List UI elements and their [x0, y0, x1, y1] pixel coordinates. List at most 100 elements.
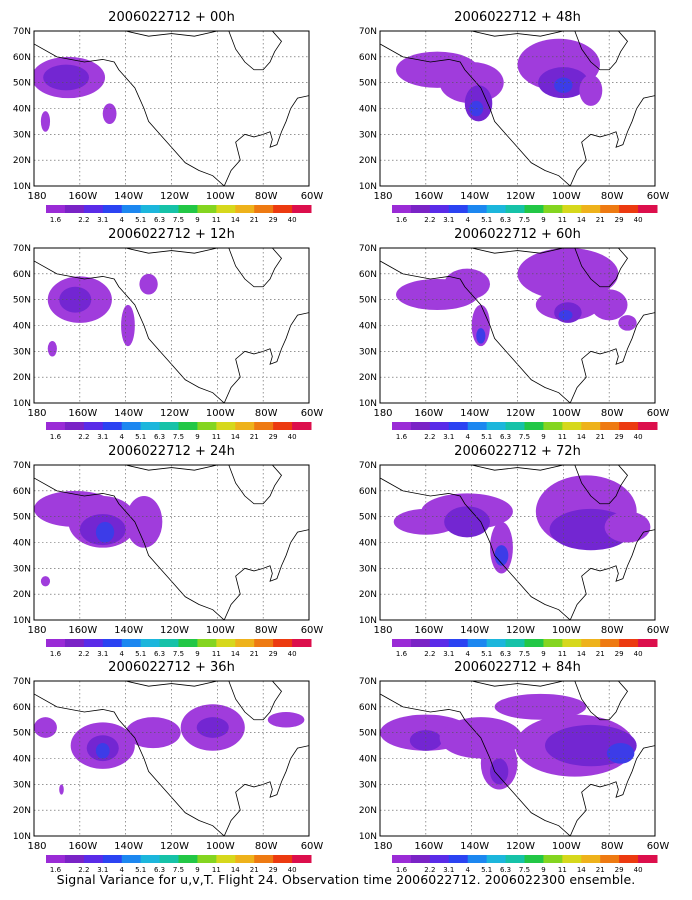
coastline [380, 43, 571, 186]
variance-contour [554, 77, 573, 93]
longitude-label: 180 [27, 408, 46, 419]
colorbar-label: 7.5 [173, 216, 184, 224]
variance-contour [139, 273, 158, 295]
colorbar-swatch [524, 205, 544, 213]
colorbar-swatch [178, 422, 198, 430]
colorbar-label: 5.1 [481, 216, 492, 224]
colorbar-swatch [83, 422, 104, 430]
colorbar-swatch [216, 639, 236, 647]
colorbar-label: 40 [634, 866, 643, 872]
colorbar-swatch [467, 855, 488, 863]
colorbar-label: 2.2 [424, 650, 435, 658]
colorbar-label: 9 [541, 433, 545, 441]
longitude-label: 60W [301, 625, 324, 636]
longitude-label: 120W [506, 841, 535, 852]
colorbar-label: 21 [596, 433, 605, 441]
latitude-label: 40N [13, 322, 31, 332]
colorbar-label: 29 [269, 433, 278, 441]
colorbar-swatch [140, 639, 161, 647]
colorbar-label: 40 [288, 866, 297, 872]
colorbar-swatch [505, 639, 525, 647]
coastline [380, 693, 571, 836]
colorbar-label: 2.2 [78, 433, 89, 441]
longitude-label: 100W [206, 191, 235, 202]
colorbar-label: 6.3 [154, 866, 165, 872]
longitude-label: 140W [114, 841, 143, 852]
variance-contour [40, 111, 51, 132]
colorbar-label: 3.1 [97, 650, 108, 658]
longitude-label: 120W [160, 408, 189, 419]
colorbar-label: 3.1 [443, 866, 454, 872]
colorbar-label: 11 [558, 216, 567, 224]
colorbar-swatch [64, 855, 85, 863]
latitude-label: 50N [359, 296, 377, 306]
colorbar-label: 3.1 [97, 866, 108, 872]
colorbar-label: 11 [212, 866, 221, 872]
variance-contour [444, 268, 491, 300]
colorbar-swatch [254, 855, 274, 863]
latitude-label: 30N [13, 564, 31, 574]
longitude-label: 100W [206, 841, 235, 852]
latitude-label: 20N [13, 590, 31, 600]
colorbar-swatch [216, 855, 236, 863]
colorbar-swatch [543, 855, 563, 863]
longitude-label: 140W [460, 191, 489, 202]
colorbar-swatch [197, 639, 217, 647]
colorbar-label: 6.3 [500, 866, 511, 872]
colorbar-label: 1.6 [50, 866, 62, 872]
colorbar-swatch [83, 639, 104, 647]
longitude-label: 80W [601, 841, 624, 852]
colorbar-label: 40 [288, 650, 297, 658]
colorbar-swatch [392, 422, 412, 430]
panel-title: 2006022712 + 60h [454, 227, 581, 242]
colorbar-label: 7.5 [519, 650, 530, 658]
colorbar-swatch [429, 639, 450, 647]
colorbar-swatch [178, 205, 198, 213]
latitude-label: 50N [13, 296, 31, 306]
colorbar-label: 4 [119, 433, 124, 441]
colorbar-swatch [254, 639, 274, 647]
latitude-label: 60N [13, 53, 31, 63]
colorbar-label: 1.6 [396, 650, 408, 658]
colorbar-swatch [292, 639, 312, 647]
colorbar-label: 4 [465, 650, 470, 658]
variance-contour [579, 74, 603, 106]
colorbar-swatch [273, 422, 293, 430]
longitude-label: 140W [460, 408, 489, 419]
colorbar-label: 29 [615, 216, 624, 224]
longitude-label: 100W [552, 841, 581, 852]
longitude-label: 180 [373, 191, 392, 202]
colorbar-label: 21 [250, 216, 259, 224]
latitude-label: 40N [359, 755, 377, 765]
longitude-label: 80W [601, 408, 624, 419]
variance-contour [604, 511, 651, 543]
colorbar-swatch [505, 422, 525, 430]
colorbar-label: 6.3 [500, 650, 511, 658]
map-content [34, 248, 309, 403]
latitude-label: 40N [13, 755, 31, 765]
colorbar-swatch [273, 855, 293, 863]
colorbar-label: 1.6 [50, 650, 62, 658]
colorbar-swatch [600, 855, 620, 863]
colorbar-swatch [392, 639, 412, 647]
colorbar-label: 6.3 [500, 216, 511, 224]
longitude-label: 120W [160, 191, 189, 202]
variance-contour [196, 717, 229, 738]
longitude-label: 60W [647, 408, 670, 419]
colorbar-label: 3.1 [443, 433, 454, 441]
colorbar-label: 14 [577, 433, 586, 441]
colorbar-swatch [159, 205, 179, 213]
longitude-label: 80W [601, 625, 624, 636]
map-content [380, 681, 655, 836]
colorbar-swatch [619, 205, 639, 213]
latitude-label: 40N [359, 322, 377, 332]
coastline [569, 95, 655, 186]
colorbar-swatch [638, 422, 658, 430]
colorbar-swatch [600, 205, 620, 213]
colorbar-label: 7.5 [173, 433, 184, 441]
colorbar-swatch [178, 639, 198, 647]
colorbar-swatch [197, 422, 217, 430]
variance-contour [125, 495, 163, 548]
latitude-label: 50N [359, 729, 377, 739]
latitude-label: 40N [13, 539, 31, 549]
